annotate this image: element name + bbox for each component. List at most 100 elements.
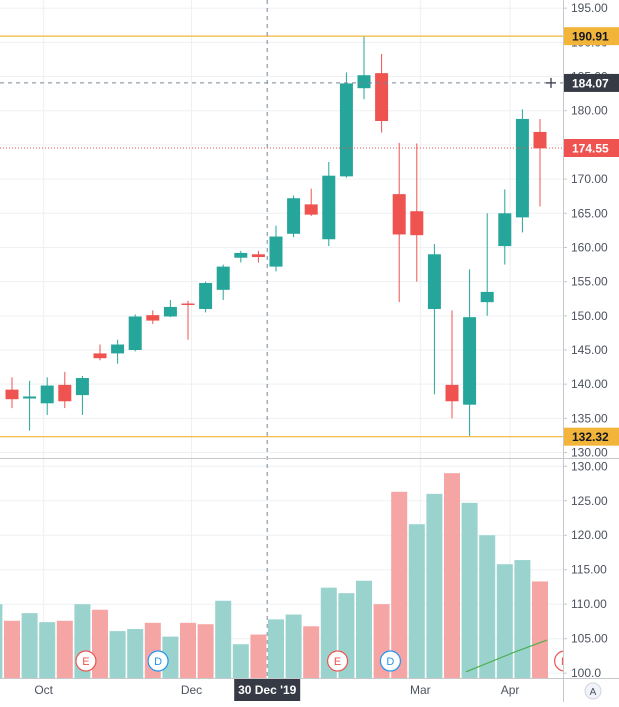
volume-bar: [461, 502, 478, 678]
volume-tick-label: 115.00: [571, 563, 607, 577]
overlay-lines: [0, 0, 563, 678]
auto-scale-circle: [584, 682, 602, 700]
volume-bar: [39, 622, 56, 678]
price-tick-label: 135.00: [571, 411, 608, 425]
volume-bar: [4, 620, 20, 678]
candle-up: [163, 306, 177, 317]
level-badge-bg: [564, 427, 619, 446]
volume-bar: [215, 600, 232, 678]
marker-letter: E: [82, 656, 89, 668]
candle-down: [251, 254, 265, 258]
candle-up: [234, 252, 248, 258]
volume-tick-label: 130.00: [571, 459, 608, 473]
candle-up: [322, 175, 336, 240]
volume-bar: [232, 644, 249, 678]
volume-tick-label: 110.00: [571, 597, 607, 611]
candle-up: [199, 283, 213, 309]
last-price-badge: 174.55: [564, 138, 619, 157]
candle-down: [375, 73, 389, 121]
candle-up: [287, 198, 301, 234]
volume-bar: [479, 535, 496, 678]
volume-bars: [0, 473, 548, 678]
candle-up: [357, 75, 371, 89]
volume-tick-label: 120.00: [571, 528, 608, 542]
level-badge: 190.91: [564, 27, 619, 46]
price-tick-label: 150.00: [571, 309, 608, 323]
candle-up: [23, 396, 37, 399]
volume-bar: [0, 604, 3, 678]
marker-circle: [327, 650, 349, 672]
volume-bar: [496, 564, 513, 678]
earnings-marker[interactable]: E: [327, 650, 349, 672]
volume-bar: [127, 629, 144, 678]
crosshair-price-badge-bg: [564, 73, 619, 92]
dividend-marker[interactable]: D: [147, 650, 169, 672]
price-tick-label: 140.00: [571, 377, 608, 391]
volume-bar: [303, 626, 320, 678]
grid: [0, 0, 563, 678]
crosshair-time-badge: 30 Dec '19: [234, 679, 301, 701]
earnings-marker[interactable]: E: [75, 650, 97, 672]
crosshair-time-bg: [234, 679, 301, 701]
price-axis-panel: [563, 0, 619, 702]
candle-up: [40, 385, 54, 404]
last-price-badge-text: 174.55: [572, 141, 609, 155]
volume-bar: [250, 634, 267, 678]
price-tick-label: 155.00: [571, 275, 608, 289]
candles: [5, 35, 547, 437]
volume-bar: [109, 631, 126, 678]
candle-up: [427, 254, 441, 309]
candle-down: [445, 384, 459, 402]
candle-down: [304, 204, 318, 215]
crosshair-price-badge-text: 184.07: [572, 76, 609, 90]
volume-ma-line: [465, 639, 548, 673]
price-tick-label: 130.00: [571, 446, 608, 460]
volume-bar: [444, 473, 460, 678]
marker-letter: E: [334, 656, 341, 668]
volume-bar: [180, 622, 196, 678]
volume-ma-line: [465, 639, 548, 673]
candle-down: [392, 194, 406, 235]
price-tick-label: 145.00: [571, 343, 608, 357]
marker-circle: [147, 650, 169, 672]
crosshair-time-text: 30 Dec '19: [238, 683, 297, 697]
volume-bar: [532, 581, 548, 678]
volume-bar: [56, 620, 73, 678]
candle-up: [216, 266, 230, 290]
crosshair-plus-icon[interactable]: [546, 77, 556, 88]
volume-bar: [92, 609, 108, 678]
candle-down: [533, 131, 547, 149]
axis-labels: 195.00190.00185.00180.00175.00170.00165.…: [34, 1, 619, 701]
price-tick-label: 170.00: [571, 172, 608, 186]
marker-circle: [379, 650, 401, 672]
candle-up: [111, 344, 125, 354]
level-badge: 132.32: [564, 427, 619, 446]
candle-down: [146, 315, 160, 321]
volume-bar: [268, 619, 284, 678]
candle-up: [480, 291, 494, 303]
volume-bar: [197, 624, 214, 678]
dividend-marker[interactable]: D: [379, 650, 401, 672]
marker-letter: D: [154, 656, 162, 668]
volume-bar: [21, 613, 38, 678]
volume-tick-label: 125.00: [571, 494, 608, 508]
candle-down: [58, 384, 72, 402]
candle-up: [269, 236, 283, 267]
auto-scale-label: A: [590, 687, 597, 698]
price-tick-label: 195.00: [571, 1, 608, 15]
candle-down: [5, 389, 19, 400]
volume-bar: [356, 580, 372, 678]
level-badge-text: 132.32: [572, 430, 609, 444]
candle-down: [410, 211, 424, 236]
auto-scale-button[interactable]: A: [584, 682, 602, 700]
candle-up: [75, 378, 89, 396]
volume-tick-label: 100.0: [571, 666, 601, 680]
candle-up: [463, 317, 477, 405]
crosshair-price-badge: 184.07: [564, 73, 619, 92]
marker-letter: D: [386, 656, 394, 668]
time-tick-label: Dec: [181, 683, 202, 697]
marker-circle: [75, 650, 97, 672]
